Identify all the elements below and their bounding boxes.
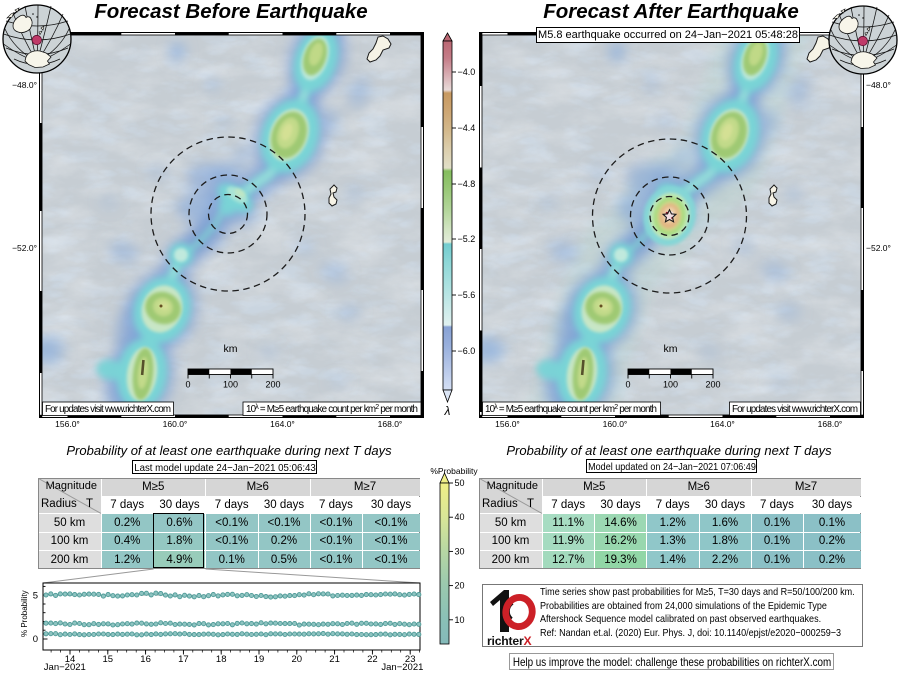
svg-text:10λ = M≥5 earthquake count per: 10λ = M≥5 earthquake count per km2 per m… <box>246 404 418 416</box>
svg-text:17: 17 <box>178 654 189 665</box>
svg-text:km: km <box>664 343 678 355</box>
svg-text:100: 100 <box>223 380 238 390</box>
svg-text:λ: λ <box>444 404 451 418</box>
svg-text:Jan−2021: Jan−2021 <box>44 662 86 673</box>
svg-text:0: 0 <box>625 380 630 390</box>
svg-text:−5.2: −5.2 <box>458 234 476 244</box>
svg-text:0: 0 <box>33 634 38 645</box>
svg-text:50: 50 <box>455 478 465 488</box>
svg-text:14: 14 <box>65 654 76 665</box>
svg-text:23: 23 <box>405 654 416 665</box>
svg-text:For updates visit www.richterX: For updates visit www.richterX.com <box>732 404 858 415</box>
svg-text:%Probability: %Probability <box>430 466 478 476</box>
svg-text:200: 200 <box>265 380 280 390</box>
svg-text:5: 5 <box>33 590 38 601</box>
svg-text:200: 200 <box>705 380 720 390</box>
svg-text:−4.4: −4.4 <box>458 123 476 133</box>
svg-text:18: 18 <box>216 654 227 665</box>
svg-text:100: 100 <box>663 380 678 390</box>
svg-text:20: 20 <box>455 581 465 591</box>
svg-text:km: km <box>224 343 238 355</box>
svg-text:−4.8: −4.8 <box>458 179 476 189</box>
svg-text:40: 40 <box>455 512 465 522</box>
svg-text:20: 20 <box>292 654 303 665</box>
svg-text:19: 19 <box>254 654 265 665</box>
svg-text:22: 22 <box>367 654 378 665</box>
svg-text:Jan−2021: Jan−2021 <box>381 662 423 673</box>
svg-text:15: 15 <box>103 654 114 665</box>
svg-text:21: 21 <box>329 654 340 665</box>
svg-text:−4.0: −4.0 <box>458 67 476 77</box>
svg-text:0: 0 <box>185 380 190 390</box>
svg-text:10λ = M≥5 earthquake count per: 10λ = M≥5 earthquake count per km2 per m… <box>485 404 657 416</box>
svg-text:richterX: richterX <box>487 634 533 648</box>
svg-text:−5.6: −5.6 <box>458 290 476 300</box>
svg-text:For updates visit www.richterX: For updates visit www.richterX.com <box>45 404 171 415</box>
svg-text:16: 16 <box>140 654 151 665</box>
svg-text:10: 10 <box>455 615 465 625</box>
svg-text:30: 30 <box>455 546 465 556</box>
svg-text:−6.0: −6.0 <box>458 346 476 356</box>
svg-text:% Probability: % Probability <box>20 590 29 637</box>
